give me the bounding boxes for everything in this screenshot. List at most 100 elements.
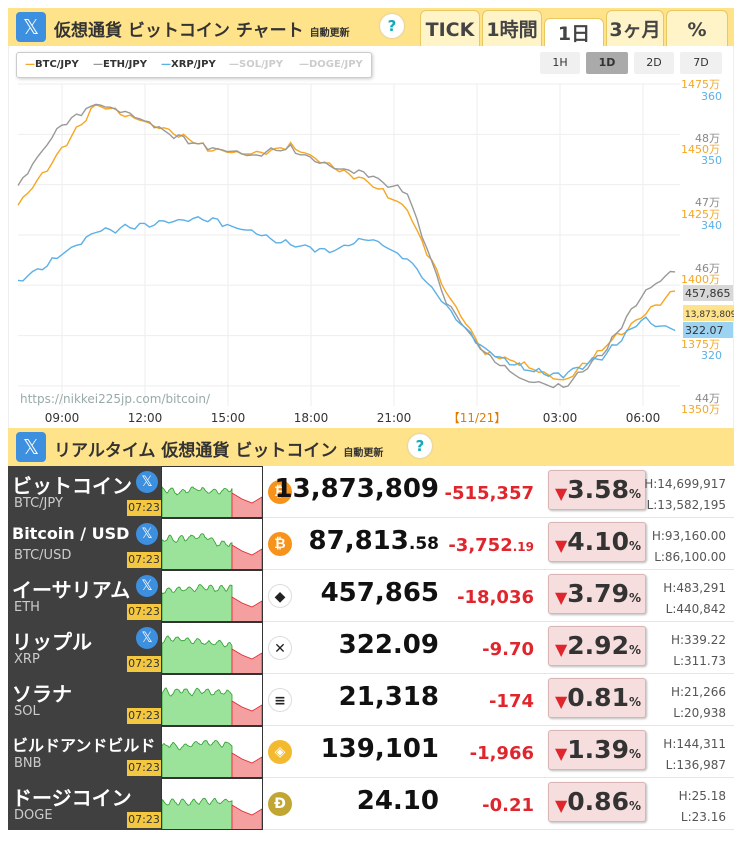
table-row[interactable]: ビットコイン BTC/JPY 𝕏 07:23 ₿ 13,873,809 -515,357 ▼3…	[8, 466, 734, 518]
chart-header: 𝕏 仮想通貨 ビットコイン チャート 自動更新 ? TICK 1時間 1日 3ヶ月…	[8, 8, 734, 46]
low-value: L:136,987	[663, 755, 726, 776]
last-label-btc: 13,873,809	[685, 310, 734, 320]
coin-ticker: BTC/USD	[14, 548, 71, 563]
sparkline-area-up	[162, 585, 232, 622]
percent-badge: ▼0.81%	[548, 678, 646, 718]
coin-name[interactable]: ビルドアンドビルド	[12, 732, 155, 756]
table-row[interactable]: リップル XRP 𝕏 07:23 ✕ 322.09 -9.70 ▼2.92% H:339.22 L…	[8, 622, 734, 674]
percent-unit: %	[629, 487, 641, 501]
coin-name-cell[interactable]: ソラナ SOL 07:23	[8, 674, 161, 726]
price: 24.10	[357, 786, 439, 816]
coin-name[interactable]: リップル	[12, 626, 92, 655]
sparkline[interactable]	[161, 570, 263, 622]
coin-icon: Ð	[268, 792, 292, 816]
price-int: 322.09	[339, 630, 439, 660]
help-icon[interactable]: ?	[380, 14, 404, 38]
sparkline-area-up	[162, 741, 232, 778]
coin-name-cell[interactable]: リップル XRP 𝕏 07:23	[8, 622, 161, 674]
down-arrow-icon: ▼	[555, 588, 567, 607]
change: -9.70	[482, 639, 534, 660]
coin-name[interactable]: Bitcoin / USD	[12, 524, 129, 543]
change: -0.21	[482, 795, 534, 816]
down-arrow-icon: ▼	[555, 796, 567, 815]
sparkline-area-up	[162, 688, 232, 726]
price: 139,101	[321, 734, 439, 764]
sparkline[interactable]	[161, 778, 263, 830]
price-int: 139,101	[321, 734, 439, 764]
tab-tick[interactable]: TICK	[420, 10, 480, 46]
coin-icon: ◆	[268, 584, 292, 608]
change-dec: .19	[513, 540, 534, 554]
x-share-icon-2[interactable]: 𝕏	[16, 432, 46, 462]
sparkline[interactable]	[161, 518, 263, 570]
x-share-icon[interactable]: 𝕏	[136, 471, 158, 493]
percent-value: 0.86	[567, 787, 629, 816]
chart-title: 仮想通貨 ビットコイン チャート 自動更新	[54, 16, 350, 41]
y-tick-xrp: 360	[701, 90, 722, 103]
percent-value: 1.39	[567, 735, 629, 764]
tab-1hour[interactable]: 1時間	[482, 10, 542, 46]
coin-name-cell[interactable]: ドージコイン DOGE 07:23	[8, 778, 161, 830]
high-value: H:21,266	[671, 682, 726, 703]
sparkline[interactable]	[161, 726, 263, 778]
sparkline[interactable]	[161, 674, 263, 726]
coin-name[interactable]: ドージコイン	[12, 782, 132, 811]
percent-unit: %	[629, 539, 641, 553]
x-tick-label: 06:00	[626, 411, 661, 425]
sparkline-area-down	[232, 545, 262, 570]
coin-ticker: DOGE	[14, 808, 53, 823]
low-value: L:311.73	[671, 651, 726, 672]
high-low: H:93,160.00 L:86,100.00	[652, 526, 726, 568]
realtime-title-text: リアルタイム 仮想通貨 ビットコイン	[54, 441, 337, 461]
table-row[interactable]: ビルドアンドビルド BNB 07:23 ◈ 139,101 -1,966 ▼1.39% H:1…	[8, 726, 734, 778]
high-value: H:339.22	[671, 630, 726, 651]
sparkline[interactable]	[161, 466, 263, 518]
price-int: 13,873,809	[275, 474, 439, 504]
percent-unit: %	[629, 799, 641, 813]
percent-unit: %	[629, 591, 641, 605]
y-tick-eth: 46万	[695, 262, 720, 275]
price-int: 457,865	[321, 578, 439, 608]
tab-3month[interactable]: 3ヶ月	[606, 10, 664, 46]
x-tick-label: 18:00	[294, 411, 329, 425]
x-tick-label: 21:00	[377, 411, 412, 425]
sparkline-area-up	[162, 636, 232, 674]
table-row[interactable]: イーサリアム ETH 𝕏 07:23 ◆ 457,865 -18,036 ▼3.79% H:48…	[8, 570, 734, 622]
coin-ticker: BNB	[14, 756, 42, 771]
change-int: -0.21	[482, 795, 534, 816]
x-tick-label: 03:00	[543, 411, 578, 425]
chart-title-text: 仮想通貨 ビットコイン チャート	[54, 21, 304, 41]
x-share-icon[interactable]: 𝕏	[136, 575, 158, 597]
sparkline-area-down	[232, 493, 262, 518]
high-value: H:25.18	[679, 786, 726, 807]
series-line-xrp	[18, 217, 675, 378]
x-share-icon[interactable]: 𝕏	[136, 523, 158, 545]
coin-name[interactable]: イーサリアム	[12, 574, 130, 603]
sparkline-area-up	[162, 487, 232, 518]
tab-percent[interactable]: %	[666, 10, 728, 46]
sparkline[interactable]	[161, 622, 263, 674]
high-value: H:144,311	[663, 734, 726, 755]
coin-icon: ✕	[268, 636, 292, 660]
table-row[interactable]: ソラナ SOL 07:23 ≡ 21,318 -174 ▼0.81% H:21,266 L:20…	[8, 674, 734, 726]
coin-name-cell[interactable]: ビットコイン BTC/JPY 𝕏 07:23	[8, 466, 161, 518]
y-tick-eth: 44万	[695, 392, 720, 405]
coin-icon: ◈	[268, 740, 292, 764]
help-icon-2[interactable]: ?	[408, 434, 432, 458]
coin-name-cell[interactable]: ビルドアンドビルド BNB 07:23	[8, 726, 161, 778]
coin-name-cell[interactable]: イーサリアム ETH 𝕏 07:23	[8, 570, 161, 622]
coin-name-cell[interactable]: Bitcoin / USD BTC/USD 𝕏 07:23	[8, 518, 161, 570]
table-row[interactable]: Bitcoin / USD BTC/USD 𝕏 07:23 ₿ 87,813.58 -3,7…	[8, 518, 734, 570]
x-share-icon[interactable]: 𝕏	[16, 12, 46, 42]
update-time: 07:23	[127, 812, 161, 828]
table-row[interactable]: ドージコイン DOGE 07:23 Ð 24.10 -0.21 ▼0.86% H:25.18 L…	[8, 778, 734, 830]
x-share-icon[interactable]: 𝕏	[136, 627, 158, 649]
coin-ticker: ETH	[14, 600, 40, 615]
down-arrow-icon: ▼	[555, 692, 567, 711]
coin-name[interactable]: ソラナ	[12, 678, 72, 707]
coin-name[interactable]: ビットコイン	[12, 470, 132, 499]
price-int: 87,813	[309, 526, 409, 556]
x-tick-label: 09:00	[45, 411, 80, 425]
update-time: 07:23	[127, 760, 161, 776]
low-value: L:86,100.00	[652, 547, 726, 568]
